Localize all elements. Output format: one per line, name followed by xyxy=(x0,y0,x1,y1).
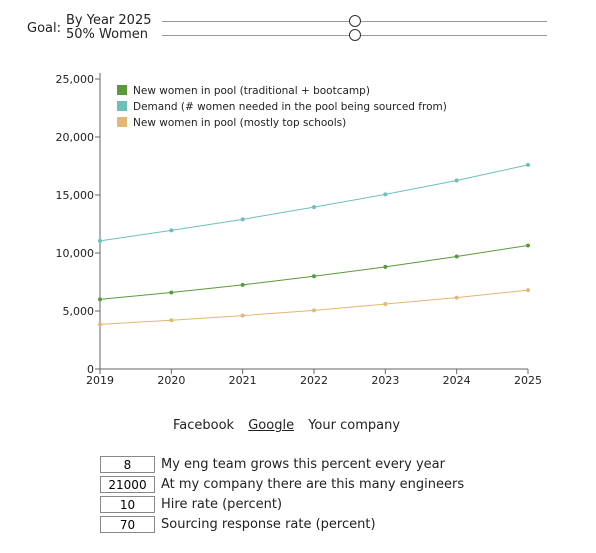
response-rate-input[interactable] xyxy=(100,516,155,533)
legend-swatch xyxy=(117,85,127,95)
y-tick-label: 20,000 xyxy=(56,131,95,144)
data-point xyxy=(383,302,388,307)
response-rate-row: Sourcing response rate (percent) xyxy=(100,515,376,534)
data-point xyxy=(240,217,245,222)
data-point xyxy=(169,290,174,295)
hire-rate-row: Hire rate (percent) xyxy=(100,495,282,514)
data-point xyxy=(240,282,245,287)
data-point xyxy=(98,238,102,243)
engineers-label: At my company there are this many engine… xyxy=(161,477,465,492)
company-tabs: Facebook Google Your company xyxy=(173,418,410,433)
x-tick-label: 2023 xyxy=(371,374,399,387)
legend-swatch xyxy=(117,117,127,127)
y-tick-label: 0 xyxy=(87,363,94,376)
data-point xyxy=(98,297,102,302)
data-point xyxy=(526,162,530,167)
y-tick-label: 10,000 xyxy=(56,247,95,260)
data-point xyxy=(454,178,459,183)
series-line xyxy=(99,244,529,300)
goal-label: Goal: xyxy=(27,21,61,36)
data-point xyxy=(526,288,530,293)
series-line xyxy=(99,164,529,242)
tab-your-company[interactable]: Your company xyxy=(308,418,401,433)
engineers-input[interactable] xyxy=(100,476,155,493)
response-rate-label: Sourcing response rate (percent) xyxy=(161,517,376,532)
hire-rate-label: Hire rate (percent) xyxy=(161,497,283,512)
growth-row: My eng team grows this percent every yea… xyxy=(100,455,445,474)
x-tick-label: 2022 xyxy=(300,374,328,387)
year-slider-thumb[interactable] xyxy=(348,15,361,27)
women-slider-label: 50% Women xyxy=(66,27,148,42)
y-tick-label: 15,000 xyxy=(56,189,95,202)
data-point xyxy=(454,295,459,300)
x-tick-label: 2021 xyxy=(229,374,257,387)
year-slider-label: By Year 2025 xyxy=(66,13,152,28)
line-chart: 0 5,000 10,000 15,000 20,000 25,000 2019 2020 20… xyxy=(56,73,542,387)
data-point xyxy=(312,274,316,279)
data-point xyxy=(383,264,388,269)
legend-label: Demand (# women needed in the pool being… xyxy=(133,101,447,113)
data-point xyxy=(169,318,174,323)
women-slider-thumb[interactable] xyxy=(348,29,361,41)
data-point xyxy=(98,322,102,327)
data-point xyxy=(312,308,316,313)
x-tick-label: 2019 xyxy=(86,374,114,387)
x-tick-label: 2025 xyxy=(514,374,542,387)
data-point xyxy=(526,243,530,248)
tab-google[interactable]: Google xyxy=(248,418,295,433)
data-point xyxy=(240,313,245,318)
legend-swatch xyxy=(117,101,127,111)
women-slider[interactable]: 50% Women xyxy=(66,28,556,44)
hire-rate-input[interactable] xyxy=(100,496,155,513)
series-line xyxy=(99,289,529,325)
y-tick-label: 25,000 xyxy=(56,73,95,86)
tab-facebook[interactable]: Facebook xyxy=(173,418,235,433)
data-point xyxy=(383,192,388,197)
data-point xyxy=(312,205,316,210)
x-tick-label: 2024 xyxy=(443,374,471,387)
data-point xyxy=(169,228,174,233)
legend-label: New women in pool (mostly top schools) xyxy=(133,117,346,129)
data-point xyxy=(454,254,459,259)
legend-label: New women in pool (traditional + bootcam… xyxy=(133,85,370,97)
engineers-row: At my company there are this many engine… xyxy=(100,475,464,494)
x-tick-label: 2020 xyxy=(157,374,185,387)
y-tick-label: 5,000 xyxy=(63,305,95,318)
growth-label: My eng team grows this percent every yea… xyxy=(161,457,445,472)
year-slider[interactable]: By Year 2025 xyxy=(66,14,556,30)
growth-input[interactable] xyxy=(100,456,155,473)
